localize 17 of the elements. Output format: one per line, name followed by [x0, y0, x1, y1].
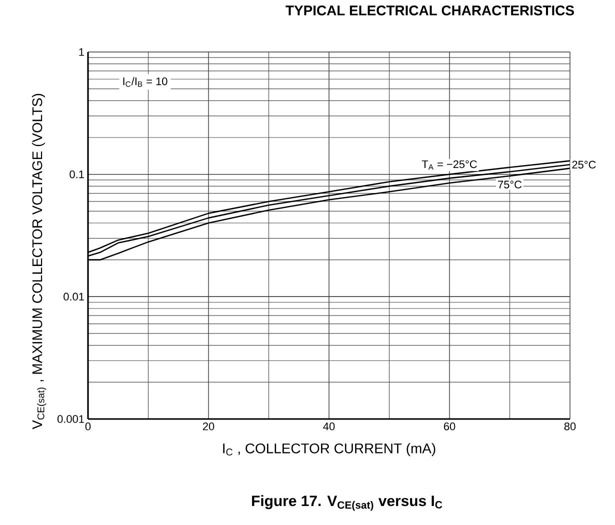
x-tick-label: 20 — [202, 422, 214, 430]
x-tick-label: 60 — [444, 422, 456, 430]
series-label: 25°C — [572, 160, 596, 169]
y-tick-label: 0.001 — [57, 415, 84, 423]
x-tick-label: 0 — [85, 422, 91, 430]
x-tick-label: 40 — [323, 422, 335, 430]
x-axis-title: I$_{C}$ , COLLECTOR CURRENT (mA) — [223, 443, 436, 456]
y-tick-label: 0.1 — [70, 170, 84, 178]
annotation: I$_{C}$/I$_{B}$ = 10 — [123, 77, 168, 87]
y-axis-title: V$_{CE(sat)}$ , MAXIMUM COLLECTOR VOLTAGE (VOLTS) — [32, 94, 46, 430]
text: Figure 17. V$_{CE(sat)}$ versus I$_{C}$ — [252, 495, 442, 511]
series-label: 75°C — [498, 180, 522, 188]
chart-title: TYPICAL ELECTRICAL CHARACTERISTICS — [286, 6, 574, 16]
x-tick-label: 80 — [564, 422, 576, 430]
series-label: T$_{A}$ = −25°C — [422, 160, 477, 170]
y-tick-label: 1 — [79, 48, 84, 56]
y-tick-label: 0.01 — [64, 292, 84, 301]
